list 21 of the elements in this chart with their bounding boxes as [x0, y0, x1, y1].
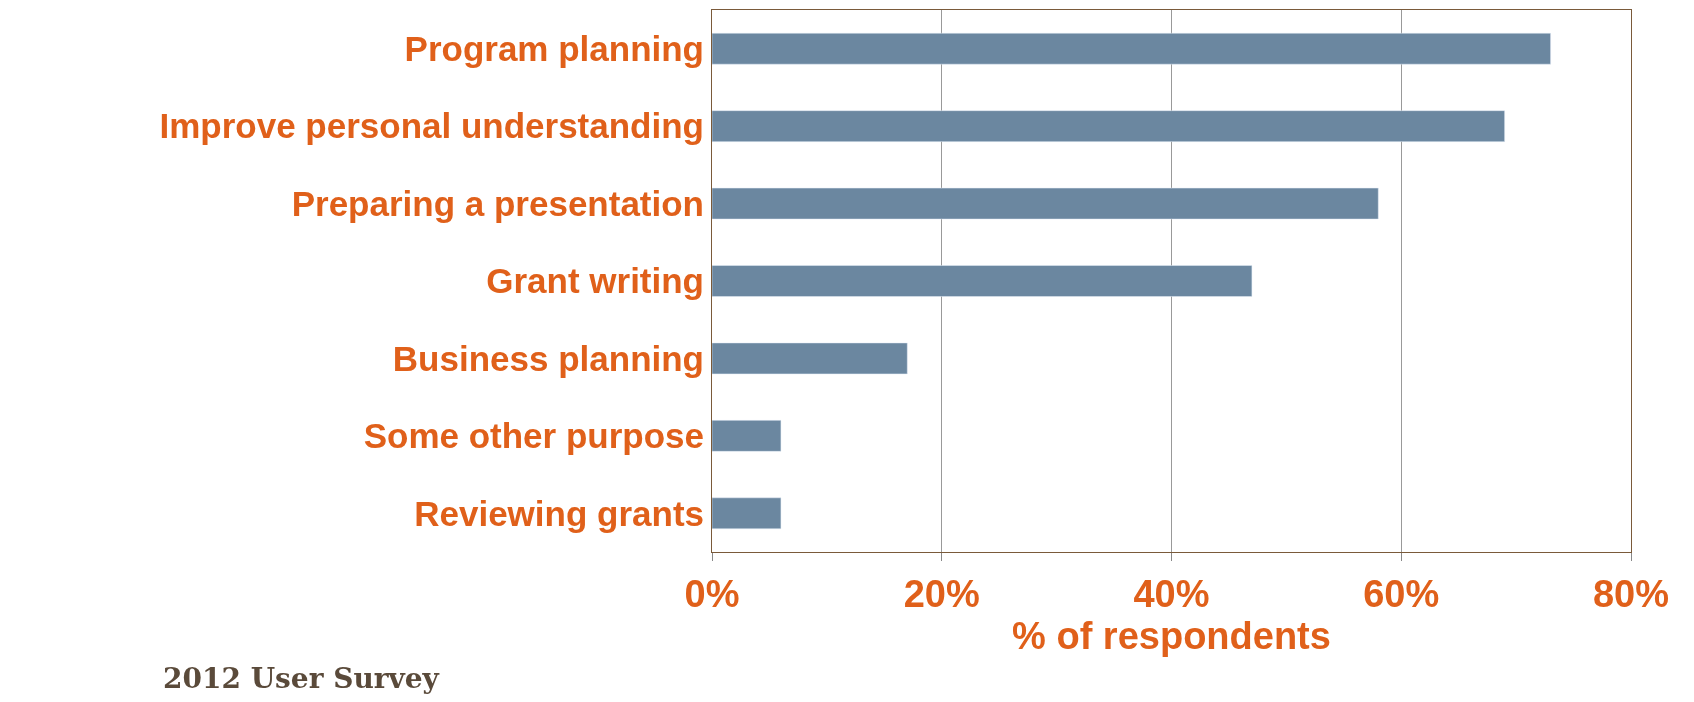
x-axis-title: % of respondents [1012, 614, 1331, 657]
bar [712, 32, 1551, 65]
y-tick-label: Some other purpose [363, 416, 704, 456]
y-tick-label: Improve personal understanding [159, 106, 704, 146]
bar [712, 420, 782, 452]
y-tick-label: Business planning [392, 338, 704, 378]
bar [712, 497, 782, 530]
x-tick-label: 0% [684, 572, 740, 615]
x-tick-label: 80% [1592, 572, 1670, 615]
bar [712, 265, 1253, 297]
x-tick-label: 60% [1363, 572, 1440, 615]
y-tick-label: Preparing a presentation [291, 183, 704, 223]
bar [712, 187, 1379, 220]
y-tick-label: Grant writing [486, 261, 704, 301]
bar [712, 342, 908, 375]
y-tick-label: Program planning [404, 28, 704, 68]
x-tick-label: 40% [1133, 572, 1210, 615]
y-tick-label: Reviewing grants [414, 493, 704, 533]
x-tick-label: 20% [903, 572, 980, 615]
bar [712, 110, 1505, 142]
text: 2012 User Survey [163, 662, 440, 695]
